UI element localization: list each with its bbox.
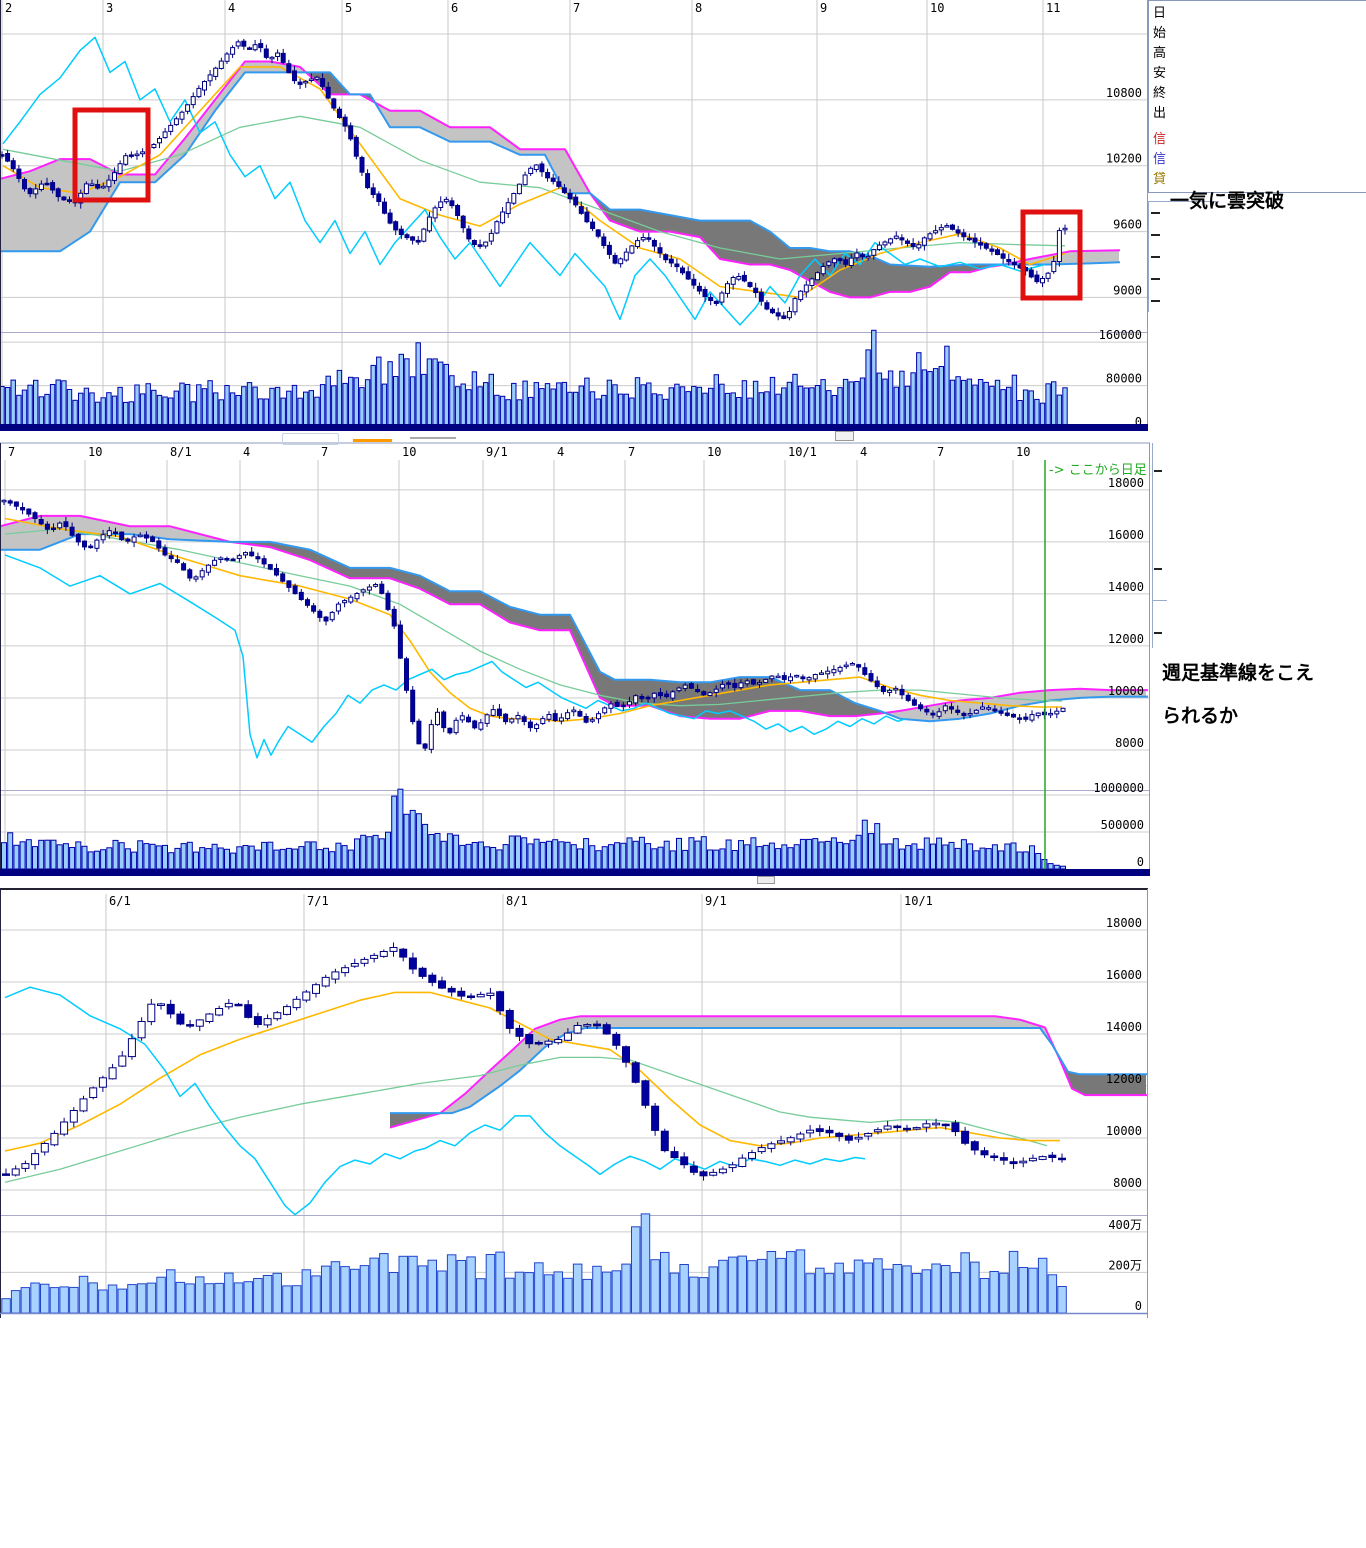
svg-text:0: 0 [1137,855,1144,869]
svg-text:200万: 200万 [1108,1258,1142,1272]
svg-text:160000: 160000 [1099,328,1142,342]
svg-text:7/1: 7/1 [307,894,329,908]
svg-text:10/1: 10/1 [904,894,933,908]
legend-fragment-gray [410,437,456,439]
svg-text:1000000: 1000000 [1093,781,1144,795]
svg-text:6: 6 [451,1,458,15]
svg-text:2: 2 [5,1,12,15]
svg-text:6/1: 6/1 [109,894,131,908]
svg-text:11: 11 [1046,1,1060,15]
svg-text:7: 7 [573,1,580,15]
svg-text:4: 4 [243,445,250,459]
svg-text:8: 8 [695,1,702,15]
weekly-scale-strip [1152,443,1167,648]
legend-fragment-orange [353,439,392,442]
svg-text:10: 10 [88,445,102,459]
svg-text:12000: 12000 [1108,632,1144,646]
annotation-daily-from-here: -> ここから日足 [1049,463,1147,478]
svg-text:16000: 16000 [1108,528,1144,542]
scrollbar-thumb[interactable] [835,431,854,441]
quote-field-labels: 日 始 高 安 終 出 [1153,5,1167,120]
svg-text:9000: 9000 [1113,283,1142,297]
legend-fragment-box [282,433,339,445]
svg-text:4: 4 [860,445,867,459]
scrollbar-thumb-weekly[interactable] [757,876,775,884]
svg-text:500000: 500000 [1101,818,1144,832]
svg-text:10: 10 [930,1,944,15]
svg-text:12000: 12000 [1106,1072,1142,1086]
scale-tick-panel [1148,201,1219,312]
svg-text:9/1: 9/1 [705,894,727,908]
annotation-cloud-breakout: 一気に雲突破 [1170,191,1285,212]
svg-text:5: 5 [345,1,352,15]
annotation-weekly-line1: 週足基準線をこえ [1162,663,1315,684]
svg-text:10: 10 [402,445,416,459]
svg-text:4: 4 [228,1,235,15]
svg-text:8/1: 8/1 [170,445,192,459]
svg-text:18000: 18000 [1108,476,1144,490]
svg-text:14000: 14000 [1108,580,1144,594]
svg-text:9/1: 9/1 [486,445,508,459]
svg-text:10800: 10800 [1106,86,1142,100]
svg-text:0: 0 [1135,415,1142,429]
quote-info-panel: 日 始 高 安 終 出 信 信 貸 [1148,0,1366,193]
margin-credit-labels: 信 信 貸 [1153,131,1167,186]
svg-text:18000: 18000 [1106,916,1142,930]
svg-text:9600: 9600 [1113,218,1142,232]
svg-text:10: 10 [1016,445,1030,459]
annotation-weekly-line2: られるか [1162,706,1239,727]
svg-text:10200: 10200 [1106,152,1142,166]
svg-text:3: 3 [106,1,113,15]
svg-text:14000: 14000 [1106,1020,1142,1034]
svg-text:7: 7 [937,445,944,459]
svg-text:8000: 8000 [1113,1176,1142,1190]
svg-text:10: 10 [707,445,721,459]
svg-text:16000: 16000 [1106,968,1142,982]
svg-text:4: 4 [557,445,564,459]
svg-text:400万: 400万 [1108,1218,1142,1232]
svg-text:8/1: 8/1 [506,894,528,908]
svg-text:0: 0 [1135,1299,1142,1313]
svg-text:10000: 10000 [1106,1124,1142,1138]
svg-text:8000: 8000 [1115,736,1144,750]
svg-text:10/1: 10/1 [788,445,817,459]
svg-text:7: 7 [321,445,328,459]
svg-text:7: 7 [8,445,15,459]
svg-text:7: 7 [628,445,635,459]
svg-text:80000: 80000 [1106,372,1142,386]
svg-text:10000: 10000 [1108,684,1144,698]
svg-text:9: 9 [820,1,827,15]
